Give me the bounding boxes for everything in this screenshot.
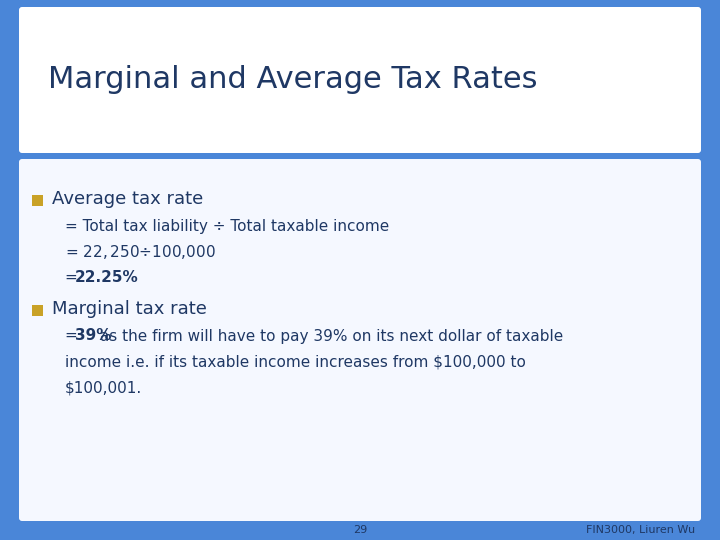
- FancyBboxPatch shape: [32, 305, 43, 316]
- Text: =: =: [65, 271, 83, 286]
- Text: 22.25%: 22.25%: [75, 271, 139, 286]
- Text: as the firm will have to pay 39% on its next dollar of taxable: as the firm will have to pay 39% on its …: [95, 328, 563, 343]
- Text: = Total tax liability ÷ Total taxable income: = Total tax liability ÷ Total taxable in…: [65, 219, 390, 233]
- Text: income i.e. if its taxable income increases from $100,000 to: income i.e. if its taxable income increa…: [65, 354, 526, 369]
- Text: 29: 29: [353, 525, 367, 535]
- FancyBboxPatch shape: [19, 7, 701, 153]
- Text: 39%: 39%: [75, 328, 112, 343]
- Text: Average tax rate: Average tax rate: [52, 190, 203, 208]
- Text: $100,001.: $100,001.: [65, 381, 143, 395]
- Text: Marginal and Average Tax Rates: Marginal and Average Tax Rates: [48, 65, 538, 94]
- FancyBboxPatch shape: [19, 159, 701, 521]
- Text: =: =: [65, 328, 83, 343]
- Text: Marginal tax rate: Marginal tax rate: [52, 300, 207, 318]
- Text: = $22,250 ÷ $100,000: = $22,250 ÷ $100,000: [65, 243, 216, 261]
- FancyBboxPatch shape: [32, 195, 43, 206]
- Text: FIN3000, Liuren Wu: FIN3000, Liuren Wu: [586, 525, 695, 535]
